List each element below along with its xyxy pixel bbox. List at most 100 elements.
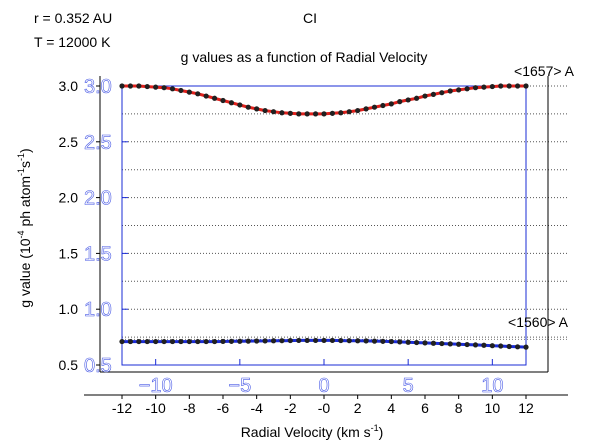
outer-axis-ticks: 0.5 1.0 1.5 2.0 2.5 3.0 -12 -10 -8 -6 -4 -2 -0 2 4 6 8 10… — [59, 78, 534, 416]
data-point — [153, 84, 159, 90]
data-point — [178, 87, 184, 94]
data-point — [464, 86, 470, 92]
data-point — [439, 340, 445, 347]
data-point — [203, 338, 209, 345]
data-point — [422, 93, 428, 99]
data-point — [456, 341, 462, 347]
y-tick-label: 0.5 — [59, 357, 79, 373]
data-point — [481, 342, 487, 348]
data-point — [397, 99, 403, 105]
data-point — [489, 343, 495, 349]
x-tick-label: 2 — [354, 400, 362, 416]
inner-x-tick-label: 0 — [318, 375, 329, 397]
data-point — [380, 338, 386, 344]
data-point — [312, 111, 319, 117]
data-point — [371, 104, 378, 110]
x-tick-label: -12 — [112, 400, 132, 416]
x-tick-label: -6 — [217, 400, 230, 416]
inner-y-tick-label: 1.5 — [84, 243, 112, 265]
x-axis-label-main: Radial Velocity (km s — [241, 424, 371, 440]
data-point — [211, 95, 218, 101]
series-labels: <1657> A <1560> A — [508, 63, 575, 330]
x-tick-label: 6 — [421, 400, 429, 416]
data-point — [262, 107, 268, 114]
data-point — [220, 338, 226, 345]
data-point — [136, 338, 142, 345]
x-axis-label-sup: -1 — [371, 423, 379, 433]
x-tick-label: -10 — [146, 400, 166, 416]
data-point — [228, 338, 235, 344]
species-label: CI — [303, 10, 317, 26]
data-point — [346, 109, 352, 115]
y-tick-label: 2.5 — [59, 134, 79, 150]
data-point — [279, 338, 285, 344]
x-axis-label-tail: ) — [379, 424, 384, 440]
data-point — [523, 83, 529, 89]
inner-x-tick-label: −5 — [228, 375, 251, 397]
data-point — [338, 337, 344, 344]
data-point — [195, 91, 201, 97]
data-point — [119, 83, 125, 89]
data-point — [245, 104, 251, 110]
x-tick-label: -2 — [284, 400, 297, 416]
y-axis-label-sup1: -4 — [16, 230, 26, 238]
data-point — [136, 83, 142, 89]
data-point — [413, 95, 420, 101]
data-point — [161, 85, 167, 91]
data-point — [329, 337, 336, 344]
y-axis-label-sup3: -1 — [16, 153, 26, 161]
data-point — [228, 100, 235, 106]
data-point — [464, 341, 470, 348]
y-tick-label: 1.5 — [59, 245, 79, 261]
data-point — [169, 338, 176, 345]
y-axis-label-mid: ph atom — [17, 176, 33, 230]
series-layer — [119, 83, 529, 350]
data-point — [397, 339, 403, 345]
data-point — [338, 110, 344, 116]
data-point — [186, 89, 192, 95]
y-axis-label-sup2: -1 — [16, 168, 26, 176]
data-point — [178, 338, 184, 345]
x-tick-label: 4 — [387, 400, 395, 416]
data-point — [254, 106, 260, 112]
data-point — [304, 337, 310, 344]
data-point — [388, 101, 394, 107]
data-point — [506, 83, 512, 89]
data-point — [279, 110, 285, 116]
data-point — [296, 111, 302, 117]
x-tick-label: -0 — [318, 400, 331, 416]
inner-y-tick-label: 0.5 — [84, 355, 112, 377]
data-point — [523, 344, 529, 350]
data-point — [237, 102, 243, 108]
data-point — [355, 107, 361, 114]
data-point — [514, 344, 521, 350]
data-point — [363, 338, 369, 344]
data-point — [422, 340, 428, 346]
data-point — [254, 338, 260, 344]
data-point — [270, 109, 277, 115]
y-tick-label: 1.0 — [59, 301, 79, 317]
data-point — [237, 338, 243, 344]
data-point — [144, 83, 150, 90]
inner-x-tick-label: 5 — [403, 375, 414, 397]
data-point — [380, 102, 386, 109]
data-point — [220, 97, 226, 104]
x-tick-label: 10 — [485, 400, 501, 416]
data-point — [211, 338, 218, 345]
y-axis-label-s: s — [17, 161, 33, 168]
data-point — [287, 110, 293, 116]
data-point — [506, 343, 512, 350]
data-point — [153, 338, 159, 345]
y-axis-label: g value (10-4 ph atom-1s-1) — [16, 148, 33, 307]
data-point — [329, 110, 336, 116]
x-tick-label: 12 — [518, 400, 534, 416]
data-point — [186, 338, 192, 345]
y-axis-label-tail: ) — [17, 148, 33, 153]
x-tick-label: 8 — [455, 400, 463, 416]
inner-y-tick-label: 3.0 — [84, 76, 112, 98]
data-point — [144, 338, 150, 345]
inner-y-tick-label: 2.5 — [84, 132, 112, 154]
data-point — [498, 83, 504, 89]
data-point — [439, 90, 445, 96]
